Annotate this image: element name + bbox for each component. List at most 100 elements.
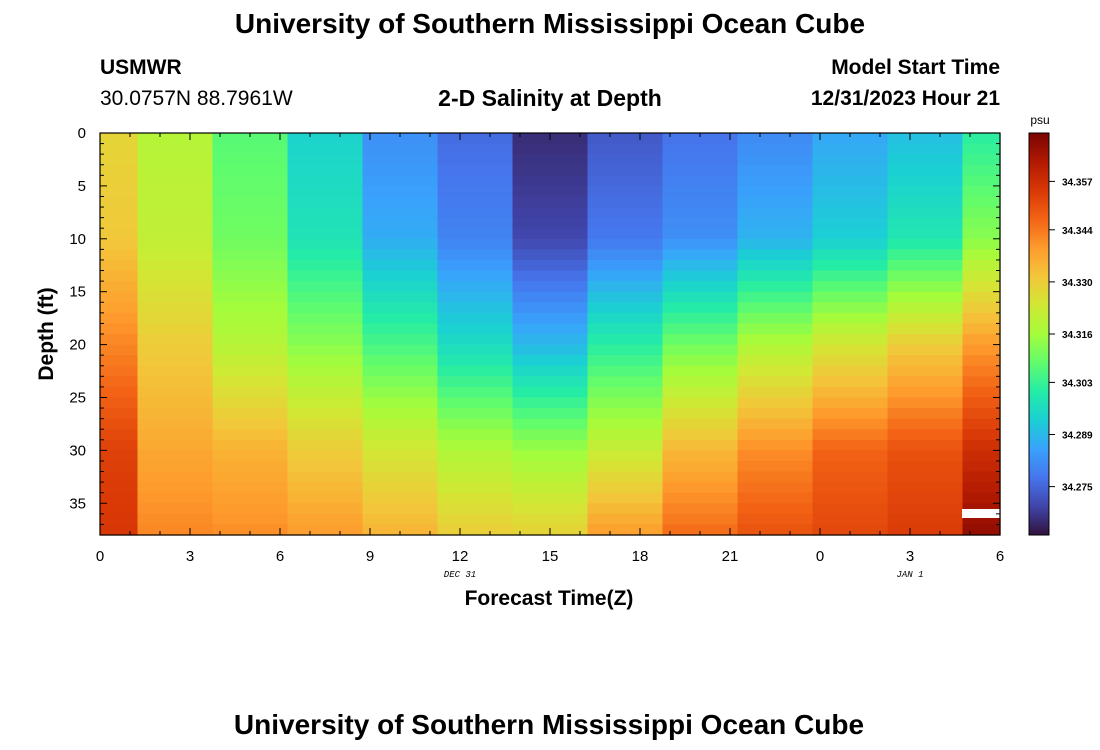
y-tick-label: 30 [69,442,86,459]
heatmap-cell [737,524,814,536]
heatmap-cell [287,397,364,409]
heatmap-cell [212,344,289,356]
x-tick-label: 0 [96,548,104,565]
colorbar-tick-label: 34.303 [1062,378,1093,389]
heatmap-cell [812,355,889,367]
heatmap-cell [737,513,814,526]
heatmap-cell [812,460,889,473]
heatmap-cell [887,418,964,430]
heatmap-cell [887,228,964,240]
x-tick-label: 21 [722,548,739,565]
heatmap-cell [212,524,289,536]
heatmap-cell [512,344,589,356]
heatmap-cell [737,281,814,293]
heatmap-cell [100,513,139,526]
heatmap-cell [962,365,1001,377]
heatmap-cell [287,386,364,399]
heatmap-cell [212,238,289,250]
x-tick-label: 6 [276,548,284,565]
heatmap-cell [137,460,214,473]
heatmap-cell [362,323,439,335]
heatmap-cell [812,386,889,399]
y-tick-label: 15 [69,284,86,301]
heatmap-cell [287,365,364,377]
heatmap-cell [812,439,889,451]
heatmap-cell [887,312,964,325]
heatmap-cell [812,503,889,515]
heatmap-cell [137,482,214,494]
heatmap-cell [512,492,589,504]
heatmap-cell [512,460,589,473]
heatmap-cell [737,133,814,145]
colorbar-ticks: 34.357 34.344 34.330 34.316 34.303 34.289 34.2… [1049,177,1093,494]
heatmap-cell [362,185,439,198]
heatmap-cell [662,175,739,187]
heatmap-cell [662,439,739,451]
heatmap-cell [512,365,589,377]
heatmap-cell [587,376,664,388]
heatmap-cell [437,429,514,441]
heatmap-cell [100,312,139,325]
heatmap-cell [512,185,589,198]
heatmap-cell [737,471,814,483]
heatmap-cell [137,175,214,187]
heatmap-cell [512,270,589,282]
heatmap-cell [587,207,664,219]
heatmap-cell [662,450,739,462]
heatmap-cell [887,238,964,250]
heatmap-cell [587,450,664,462]
heatmap-cell [137,334,214,346]
heatmap-cell [137,439,214,451]
x-day-label: DEC 31 [444,570,476,580]
heatmap-cell [362,228,439,240]
heatmap-cell [100,259,139,272]
heatmap-cell [737,376,814,388]
heatmap-cell [100,323,139,335]
heatmap-cell [737,334,814,346]
heatmap-cell [962,164,1001,176]
station-coordinates: 30.0757N 88.7961W [100,87,293,110]
heatmap-cell [287,450,364,462]
heatmap-cell [962,238,1001,250]
heatmap-cell [587,492,664,504]
heatmap-cell [287,376,364,388]
heatmap-cell [100,418,139,430]
heatmap-cell [812,397,889,409]
heatmap-cell [887,355,964,367]
heatmap-cell [287,175,364,187]
heatmap-cell [512,482,589,494]
heatmap-cell [287,312,364,325]
heatmap-cell [737,386,814,399]
heatmap-cell [437,207,514,219]
heatmap-cell [362,143,439,155]
heatmap-cell [100,175,139,187]
heatmap-cell [437,439,514,451]
heatmap-cell [287,164,364,176]
heatmap-cell [887,133,964,145]
heatmap-cell [437,355,514,367]
heatmap-cell [212,270,289,282]
heatmap-cell [437,270,514,282]
heatmap-cell [812,471,889,483]
heatmap-cell [437,175,514,187]
missing-data-marker [962,509,1000,518]
heatmap-cell [737,344,814,356]
heatmap-cell [587,334,664,346]
heatmap-cell [962,376,1001,388]
heatmap-cell [737,365,814,377]
heatmap-cell [587,365,664,377]
heatmap-cell [962,323,1001,335]
heatmap-cell [587,355,664,367]
heatmap-cell [662,397,739,409]
y-tick-label: 5 [78,178,86,195]
heatmap-cell [287,439,364,451]
heatmap-cell [212,291,289,303]
heatmap-cell [100,281,139,293]
heatmap-cell [587,513,664,526]
heatmap-cell [887,164,964,176]
colorbar-tick-label: 34.289 [1062,431,1093,442]
heatmap-cell [287,291,364,303]
heatmap-cell [587,460,664,473]
heatmap-cell [812,228,889,240]
heatmap-cell [812,408,889,420]
